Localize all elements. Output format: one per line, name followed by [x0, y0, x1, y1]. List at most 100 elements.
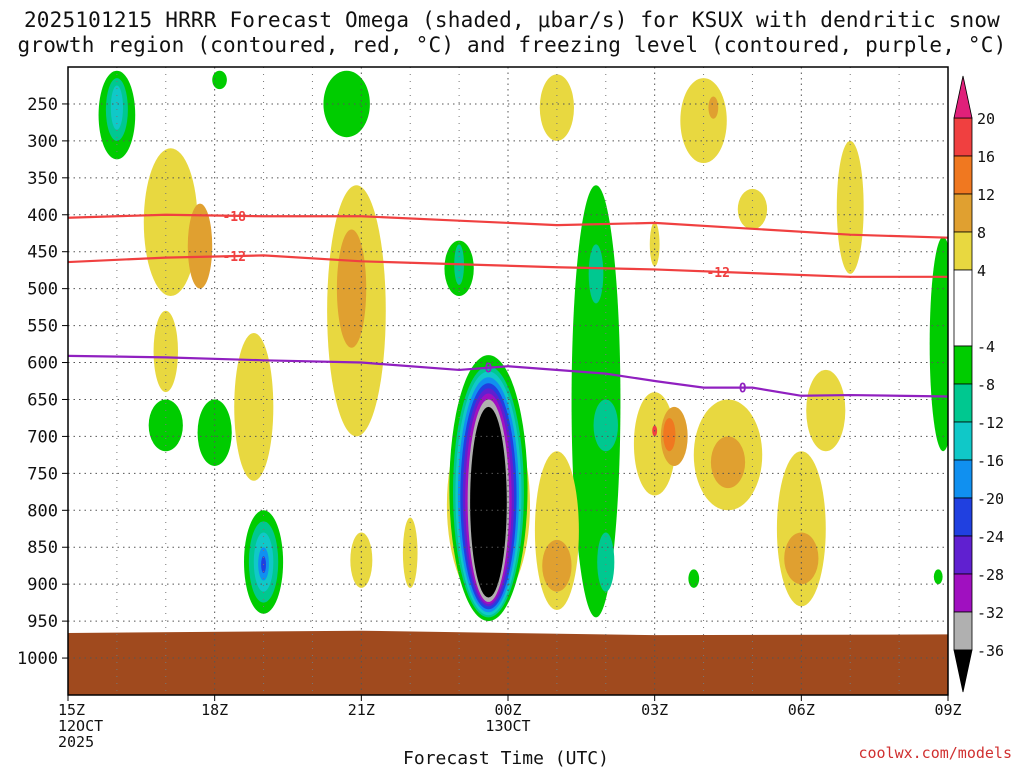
contour--12	[68, 254, 948, 278]
colorbar-tick-label: 4	[977, 262, 986, 280]
omega-region	[708, 96, 719, 119]
omega-region	[153, 310, 178, 393]
omega-region	[933, 569, 943, 585]
colorbar-over-arrow	[953, 75, 973, 119]
x-axis-title: Forecast Time (UTC)	[403, 748, 609, 768]
y-tick-label: 1000	[17, 649, 58, 669]
x-tick-sublabel-year: 2025	[58, 733, 94, 751]
colorbar-tick-label: -24	[977, 528, 1004, 546]
y-tick-label: 700	[27, 427, 58, 447]
chart-title-line1: 2025101215 HRRR Forecast Omega (shaded, …	[23, 8, 1001, 32]
colorbar-tick-label: -36	[977, 642, 1004, 660]
y-tick-label: 350	[27, 169, 58, 189]
contour-label: 0	[485, 362, 493, 377]
colorbar: 20 16 12 8 4 -4 -8 -12 -16 -20 -24 -28 -32 -36	[953, 75, 1004, 693]
grid-layer	[68, 67, 948, 695]
y-tick-label: 450	[27, 243, 58, 263]
x-tick-label: 00Z	[494, 701, 521, 719]
omega-region	[710, 436, 746, 489]
x-tick-label: 15Z	[58, 701, 85, 719]
colorbar-under-arrow	[953, 649, 973, 693]
y-tick-label: 600	[27, 354, 58, 374]
colorbar-swatch	[953, 193, 973, 233]
colorbar-tick-label: -12	[977, 414, 1004, 432]
omega-region	[539, 74, 575, 141]
omega-region	[470, 406, 507, 598]
omega-region	[597, 532, 615, 592]
plot-area	[98, 70, 948, 622]
omega-region	[402, 517, 418, 588]
y-tick-label: 650	[27, 390, 58, 410]
omega-region	[323, 70, 370, 138]
y-tick-label: 550	[27, 317, 58, 337]
colorbar-swatch	[953, 269, 973, 347]
x-tick-sublabel: 12OCT	[58, 717, 103, 735]
omega-region	[542, 539, 572, 592]
axis-layer: 250 300 350 400 450 500 550 600 650 700 750 800 850 9…	[17, 95, 962, 768]
omega-region	[350, 532, 373, 588]
colorbar-tick-label: 12	[977, 186, 995, 204]
ground-layer	[68, 630, 948, 695]
y-tick-label: 900	[27, 575, 58, 595]
omega-region	[588, 244, 604, 304]
y-tick-label: 850	[27, 538, 58, 558]
x-tick-label: 18Z	[201, 701, 228, 719]
omega-region	[187, 203, 213, 289]
colorbar-tick-label: -20	[977, 490, 1004, 508]
y-tick-label: 950	[27, 612, 58, 632]
chart-title-line2: growth region (contoured, red, °C) and f…	[17, 33, 1007, 57]
ground-surface	[68, 630, 948, 695]
omega-region	[680, 78, 727, 164]
omega-region	[234, 332, 274, 481]
omega-region	[148, 399, 183, 452]
colorbar-tick-label: -28	[977, 566, 1004, 584]
colorbar-swatch	[953, 231, 973, 271]
colorbar-tick-label: 20	[977, 110, 995, 128]
omega-region	[571, 185, 621, 618]
omega-region	[663, 417, 676, 452]
colorbar-swatch	[953, 535, 973, 575]
colorbar-swatch	[953, 611, 973, 651]
x-tick-label: 06Z	[788, 701, 815, 719]
colorbar-swatch	[953, 383, 973, 423]
omega-region	[929, 236, 948, 452]
colorbar-tick-label: 8	[977, 224, 986, 242]
omega-region	[737, 188, 768, 230]
omega-region	[212, 70, 227, 90]
colorbar-swatch	[953, 345, 973, 385]
contour--18	[68, 213, 948, 239]
contour-label: -18	[222, 210, 246, 225]
contour-label: 0	[739, 382, 747, 397]
x-tick-label: 21Z	[348, 701, 375, 719]
colorbar-tick-label: -16	[977, 452, 1004, 470]
y-tick-label: 250	[27, 95, 58, 115]
x-tick-sublabel: 13OCT	[485, 717, 530, 735]
colorbar-swatch	[953, 497, 973, 537]
colorbar-swatch	[953, 117, 973, 157]
omega-region	[806, 369, 846, 452]
y-tick-label: 750	[27, 464, 58, 484]
x-tick-label: 03Z	[641, 701, 668, 719]
colorbar-tick-label: -8	[977, 376, 995, 394]
omega-region	[110, 85, 123, 130]
colorbar-tick-label: 16	[977, 148, 995, 166]
credit-label: coolwx.com/models	[858, 744, 1012, 762]
omega-region	[197, 399, 232, 466]
colorbar-swatch	[953, 421, 973, 461]
contour-layer: -18 -12 -12 0 0	[68, 210, 948, 398]
y-tick-label: 400	[27, 206, 58, 226]
contour-label: -12	[706, 266, 729, 281]
omega-region	[143, 148, 198, 297]
x-tick-label: 09Z	[934, 701, 961, 719]
omega-region	[593, 399, 618, 452]
omega-region	[688, 569, 700, 588]
colorbar-tick-label: -32	[977, 604, 1004, 622]
omega-region	[784, 532, 819, 585]
contour-0	[68, 354, 948, 398]
omega-region	[336, 229, 367, 348]
y-tick-label: 800	[27, 501, 58, 521]
contour-label: -12	[222, 250, 245, 265]
colorbar-swatch	[953, 573, 973, 613]
y-tick-label: 500	[27, 280, 58, 300]
